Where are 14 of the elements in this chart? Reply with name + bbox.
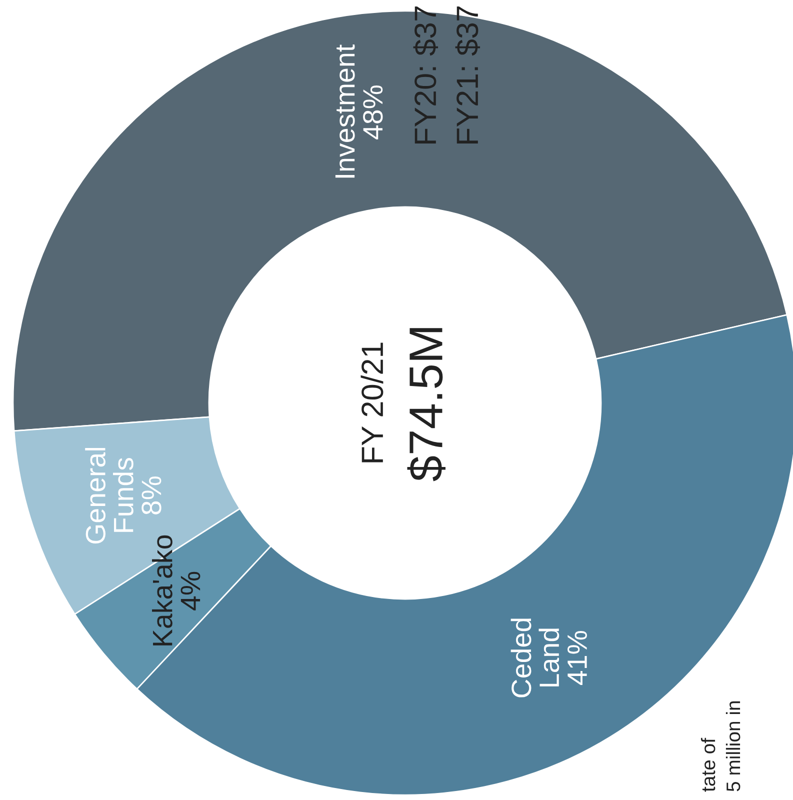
text: FY21: $37: [455, 6, 480, 144]
slice-label: Investment: [335, 44, 355, 178]
slice-label: General Funds: [85, 448, 134, 544]
text: 5 million in: [726, 701, 740, 792]
text: FY 20/21: [360, 342, 384, 462]
data-label: 48%: [363, 85, 383, 140]
slice-label: Ceded Land: [510, 618, 560, 698]
text: FY20: $37: [413, 6, 438, 144]
data-label: 8%: [142, 476, 162, 514]
data-label: 4%: [180, 572, 200, 610]
slice-label: Kaka'ako: [152, 535, 172, 646]
data-label: 41%: [568, 630, 587, 685]
text: tate of: [700, 738, 716, 792]
text: $74.5M: [407, 328, 446, 482]
